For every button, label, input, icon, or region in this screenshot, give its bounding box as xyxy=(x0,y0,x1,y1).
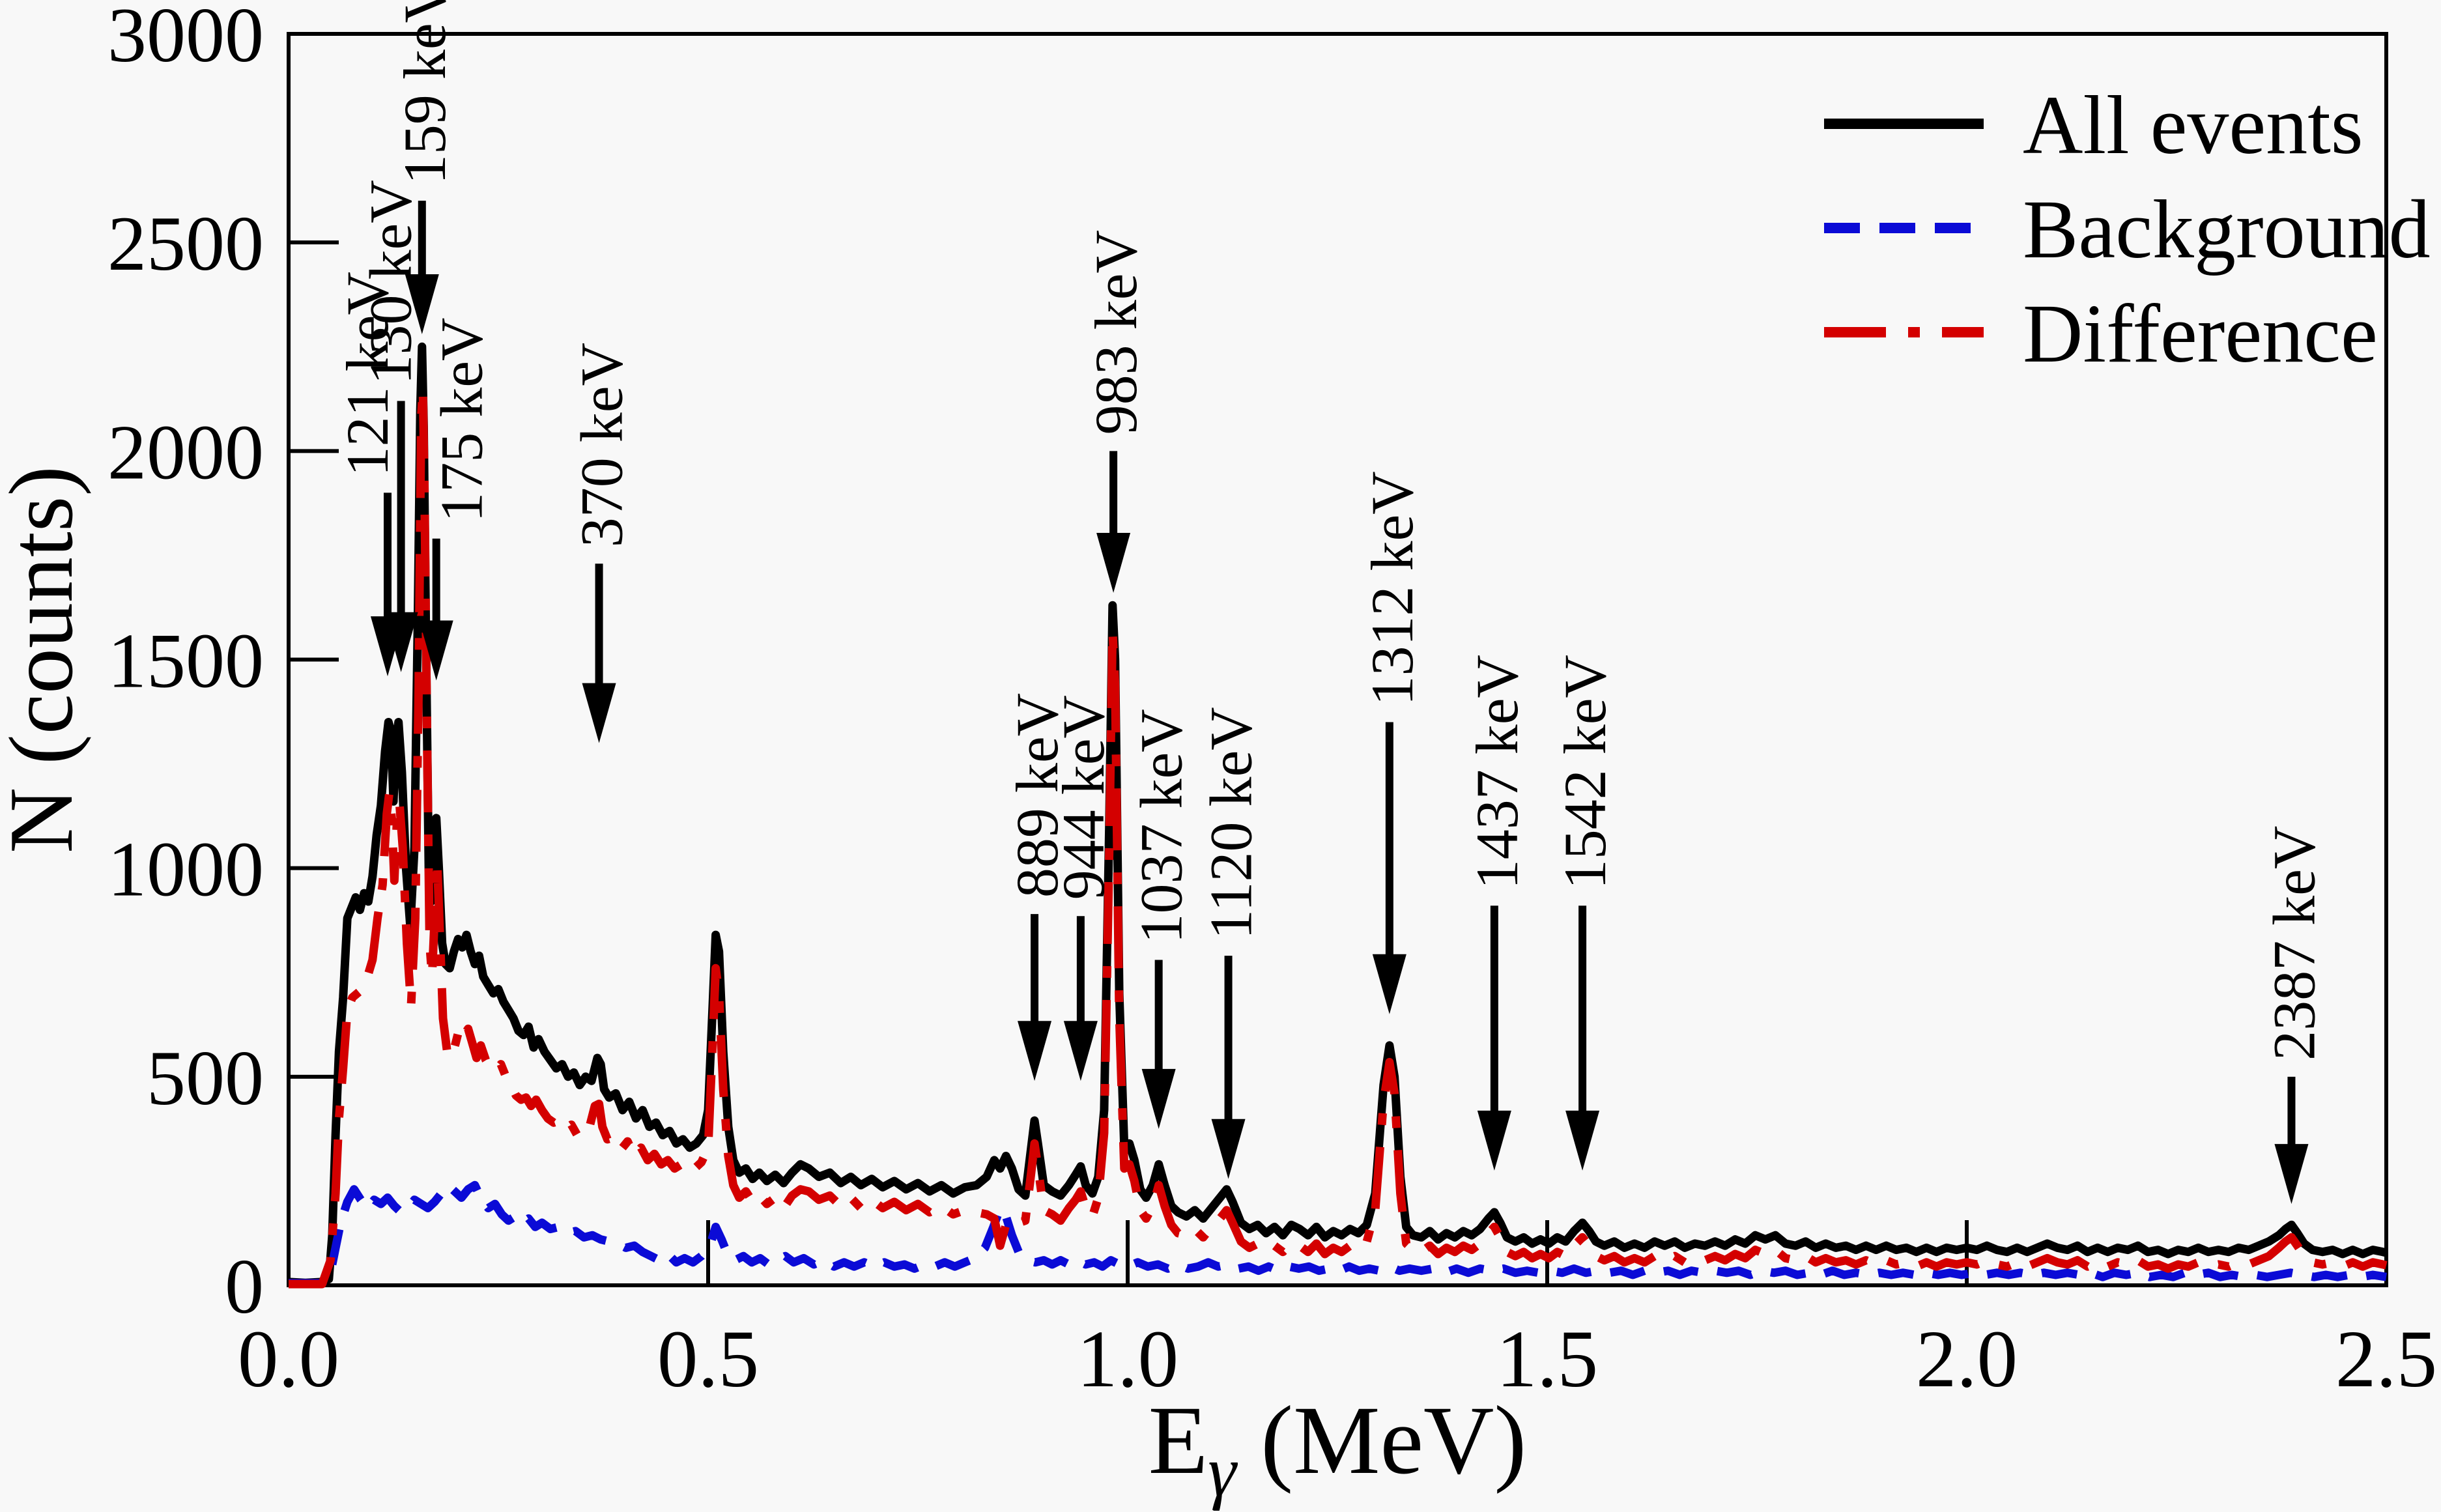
legend-item: Background xyxy=(1824,183,2431,276)
peak-annotation: 159 keV xyxy=(392,0,458,335)
peak-annotation: 130 keV xyxy=(358,180,424,672)
peak-label: 889 keV xyxy=(1004,693,1070,898)
peak-arrowhead xyxy=(582,683,616,743)
legend-label: All events xyxy=(2023,79,2363,171)
peak-arrowhead xyxy=(1063,1021,1098,1081)
peak-label: 175 keV xyxy=(429,318,495,522)
peak-arrowhead xyxy=(1018,1021,1052,1081)
peak-arrowhead xyxy=(384,612,418,672)
peak-annotation: 1120 keV xyxy=(1198,707,1264,1179)
x-axis-title: Eγ (MeV) xyxy=(1149,1386,1527,1511)
peak-annotation: 175 keV xyxy=(419,318,495,681)
y-tick-label: 1500 xyxy=(107,618,264,704)
peak-label: 1542 keV xyxy=(1552,655,1618,889)
peak-arrowhead xyxy=(2274,1144,2309,1205)
peak-label: 370 keV xyxy=(569,343,635,547)
peak-label: 1037 keV xyxy=(1128,709,1195,943)
legend-item: Difference xyxy=(1824,287,2378,380)
series-background xyxy=(289,1180,2387,1288)
legend-label: Difference xyxy=(2023,287,2378,380)
peak-arrowhead xyxy=(1141,1068,1176,1129)
peak-annotation: 2387 keV xyxy=(2261,826,2327,1205)
peak-arrowhead xyxy=(1565,1110,1600,1171)
peak-label: 121 keV xyxy=(334,272,401,476)
y-axis-title: N (counts) xyxy=(0,466,92,853)
legend-label: Background xyxy=(2023,183,2431,276)
peak-label: 1437 keV xyxy=(1464,655,1530,889)
x-tick-label: 1.0 xyxy=(1077,1315,1178,1405)
peak-label: 983 keV xyxy=(1083,230,1149,435)
peak-annotation: 983 keV xyxy=(1083,230,1149,593)
peak-arrowhead xyxy=(1211,1119,1246,1179)
series-difference xyxy=(289,384,2388,1289)
peak-arrowhead xyxy=(1477,1110,1511,1171)
y-tick-label: 2000 xyxy=(107,408,264,495)
peak-label: 944 keV xyxy=(1050,695,1117,900)
peak-annotation: 889 keV xyxy=(1004,693,1070,1081)
legend: All events Background Difference xyxy=(1824,79,2431,380)
peak-annotation: 1312 keV xyxy=(1359,471,1425,1014)
peak-label: 159 keV xyxy=(392,0,458,184)
legend-item: All events xyxy=(1824,79,2363,171)
peak-arrowhead xyxy=(405,274,439,335)
peak-annotation: 121 keV xyxy=(334,272,405,677)
peak-annotation: 370 keV xyxy=(569,343,635,743)
x-tick-label: 0.0 xyxy=(238,1315,339,1405)
peak-annotation: 1542 keV xyxy=(1552,655,1618,1171)
peak-annotation: 1437 keV xyxy=(1464,655,1530,1171)
y-tick-label: 0 xyxy=(225,1243,264,1330)
y-tick-label: 2500 xyxy=(107,200,264,287)
peak-arrowhead xyxy=(1372,954,1406,1014)
peak-label: 1120 keV xyxy=(1198,707,1264,939)
peak-annotation: 944 keV xyxy=(1050,695,1117,1081)
peak-label: 1312 keV xyxy=(1359,471,1425,706)
x-tick-label: 0.5 xyxy=(657,1315,759,1405)
peak-arrowhead xyxy=(1096,533,1131,593)
x-tick-label: 1.5 xyxy=(1496,1315,1598,1405)
y-tick-label: 3000 xyxy=(107,0,264,78)
x-tick-label: 2.0 xyxy=(1916,1315,2018,1405)
y-tick-label: 500 xyxy=(147,1034,264,1121)
y-tick-label: 1000 xyxy=(107,826,264,913)
peak-arrowhead xyxy=(419,620,453,681)
x-tick-label: 2.5 xyxy=(2335,1315,2437,1405)
peak-annotation: 1037 keV xyxy=(1128,709,1195,1129)
peak-label: 2387 keV xyxy=(2261,826,2327,1061)
